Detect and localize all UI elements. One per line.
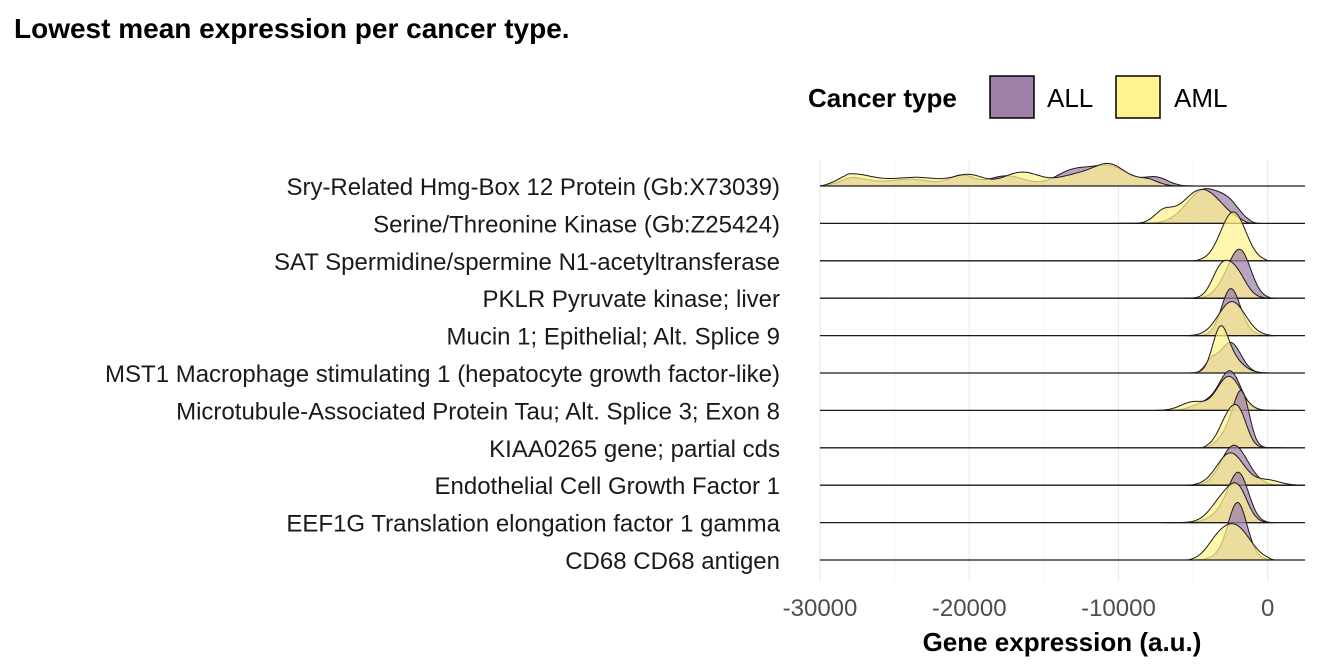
x-axis-ticks: -30000 -20000 -10000 0: [783, 595, 1275, 622]
x-tick-label: -30000: [783, 595, 858, 622]
ridge-row: [820, 501, 1305, 561]
ridge-row: [820, 471, 1305, 524]
density-aml: [1185, 452, 1305, 486]
density-aml: [1185, 523, 1276, 561]
density-aml: [819, 162, 1179, 187]
y-tick-label: Serine/Threonine Kinase (Gb:Z25424): [373, 211, 780, 238]
ridge-row: [820, 370, 1305, 412]
legend-label-all: ALL: [1047, 83, 1093, 113]
ridges: [819, 162, 1305, 561]
y-tick-label: Endothelial Cell Growth Factor 1: [435, 473, 781, 500]
y-tick-label: Microtubule-Associated Protein Tau; Alt.…: [176, 398, 780, 425]
y-tick-label: EEF1G Translation elongation factor 1 ga…: [286, 511, 780, 538]
y-tick-label: MST1 Macrophage stimulating 1 (hepatocyt…: [105, 361, 780, 388]
y-tick-label: Mucin 1; Epithelial; Alt. Splice 9: [446, 324, 780, 351]
density-aml: [1155, 375, 1276, 411]
ridge-row: [820, 325, 1305, 374]
legend-label-aml: AML: [1174, 83, 1227, 113]
x-tick-label: -20000: [932, 595, 1007, 622]
density-aml: [1193, 211, 1271, 262]
density-aml: [1185, 301, 1276, 337]
x-axis-label: Gene expression (a.u.): [923, 627, 1202, 657]
x-tick-label: 0: [1261, 595, 1274, 622]
ridge-row: [820, 389, 1305, 449]
grid: [819, 160, 1269, 582]
ridge-row: [820, 288, 1305, 337]
ridge-row: [819, 162, 1305, 187]
legend-title: Cancer type: [808, 83, 957, 113]
legend-swatch-aml: [1115, 75, 1161, 119]
x-tick-label: -10000: [1081, 595, 1156, 622]
y-tick-label: CD68 CD68 antigen: [565, 548, 780, 575]
ridge-row: [820, 211, 1305, 262]
ridge-row: [820, 444, 1305, 486]
chart-title: Lowest mean expression per cancer type.: [14, 13, 570, 44]
y-tick-label: SAT Spermidine/spermine N1-acetyltransfe…: [274, 249, 780, 276]
ridge-row: [820, 188, 1305, 225]
legend: Cancer type ALL AML: [808, 75, 1227, 119]
legend-swatch-all: [989, 75, 1035, 119]
density-aml: [1185, 259, 1276, 299]
y-axis-labels: Sry-Related Hmg-Box 12 Protein (Gb:X7303…: [105, 174, 781, 575]
y-tick-label: Sry-Related Hmg-Box 12 Protein (Gb:X7303…: [286, 174, 780, 201]
y-tick-label: KIAA0265 gene; partial cds: [489, 436, 780, 463]
y-tick-label: PKLR Pyruvate kinase; liver: [483, 286, 780, 313]
